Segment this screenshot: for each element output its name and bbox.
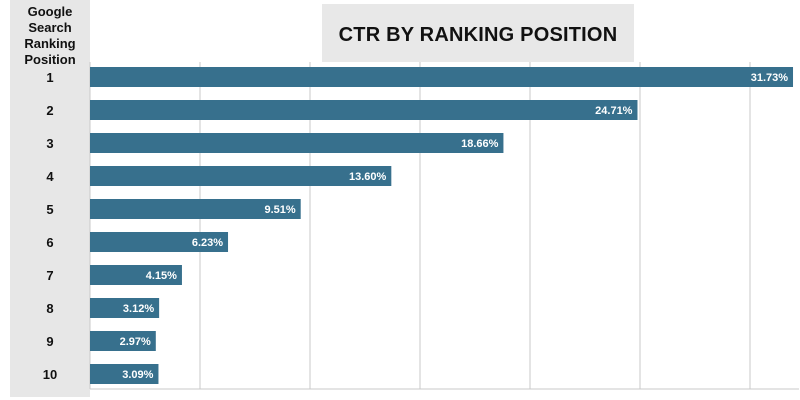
bar: [90, 232, 229, 252]
bar: [90, 166, 392, 186]
category-axis-title: Google Search Ranking Position: [10, 4, 90, 68]
bar-value-label: 2.97%: [120, 336, 151, 348]
bar-value-label: 18.66%: [461, 138, 499, 150]
category-axis-title-line: Ranking: [24, 36, 76, 51]
bar-value-label: 3.12%: [123, 303, 154, 315]
category-axis-title-line: Position: [24, 52, 76, 67]
bar-value-label: 31.73%: [751, 72, 789, 84]
category-label: 7: [46, 268, 53, 283]
category-label: 3: [46, 136, 53, 151]
bar-value-label: 3.09%: [122, 369, 153, 381]
category-axis-title-line: Google: [27, 4, 73, 19]
category-label: 10: [43, 367, 57, 382]
bar: [90, 133, 504, 153]
bar-value-label: 13.60%: [349, 171, 387, 183]
bar-value-label: 9.51%: [265, 204, 296, 216]
bar: [90, 331, 156, 351]
category-label: 4: [46, 169, 54, 184]
chart-title-box: [322, 4, 634, 62]
chart-title: CTR BY RANKING POSITION: [338, 24, 618, 46]
category-label: 9: [46, 334, 53, 349]
bar: [90, 265, 182, 285]
bar-value-label: 4.15%: [146, 270, 177, 282]
category-label: 8: [46, 301, 53, 316]
category-label: 6: [46, 235, 53, 250]
bar: [90, 364, 159, 384]
bar: [90, 100, 638, 120]
bar-value-label: 24.71%: [595, 105, 633, 117]
bar: [90, 67, 794, 87]
category-label: 1: [46, 70, 53, 85]
category-label: 2: [46, 103, 53, 118]
bar: [90, 298, 160, 318]
category-axis-title-line: Search: [28, 20, 72, 35]
bar-value-label: 6.23%: [192, 237, 223, 249]
category-label: 5: [46, 202, 53, 217]
bar: [90, 199, 301, 219]
category-axis-panel: [10, 0, 90, 397]
